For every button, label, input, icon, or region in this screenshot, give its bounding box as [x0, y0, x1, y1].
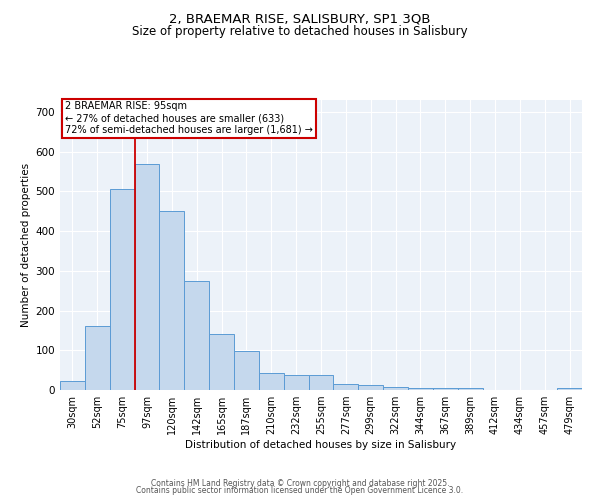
Bar — [110, 190, 134, 390]
X-axis label: Distribution of detached houses by size in Salisbury: Distribution of detached houses by size … — [185, 440, 457, 450]
Y-axis label: Number of detached properties: Number of detached properties — [22, 163, 31, 327]
Text: Contains public sector information licensed under the Open Government Licence 3.: Contains public sector information licen… — [136, 486, 464, 495]
Bar — [234, 351, 259, 390]
Bar — [160, 211, 184, 390]
Bar — [408, 388, 433, 390]
Bar — [557, 388, 582, 390]
Bar — [383, 387, 408, 390]
Text: Size of property relative to detached houses in Salisbury: Size of property relative to detached ho… — [132, 25, 468, 38]
Bar — [85, 326, 110, 390]
Bar — [458, 388, 482, 390]
Bar — [184, 281, 209, 390]
Bar — [433, 388, 458, 390]
Bar — [334, 384, 358, 390]
Bar — [358, 385, 383, 390]
Text: Contains HM Land Registry data © Crown copyright and database right 2025.: Contains HM Land Registry data © Crown c… — [151, 478, 449, 488]
Bar — [209, 334, 234, 390]
Bar — [284, 375, 308, 390]
Bar — [259, 373, 284, 390]
Text: 2, BRAEMAR RISE, SALISBURY, SP1 3QB: 2, BRAEMAR RISE, SALISBURY, SP1 3QB — [169, 12, 431, 26]
Text: 2 BRAEMAR RISE: 95sqm
← 27% of detached houses are smaller (633)
72% of semi-det: 2 BRAEMAR RISE: 95sqm ← 27% of detached … — [65, 102, 313, 134]
Bar — [308, 375, 334, 390]
Bar — [134, 164, 160, 390]
Bar — [60, 382, 85, 390]
